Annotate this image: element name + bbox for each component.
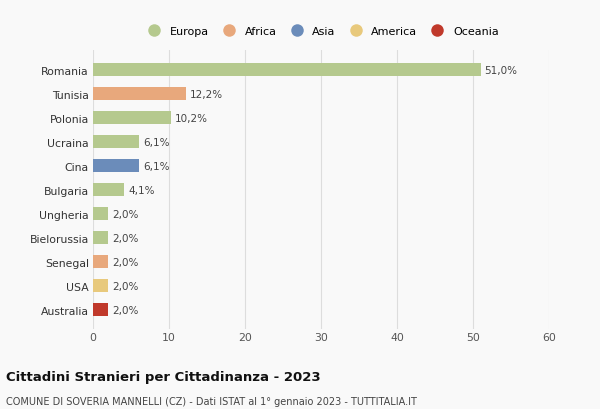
Text: 10,2%: 10,2% — [175, 113, 208, 123]
Text: 2,0%: 2,0% — [112, 233, 139, 243]
Bar — [93, 160, 139, 173]
Bar — [93, 112, 170, 125]
Text: 51,0%: 51,0% — [484, 65, 517, 75]
Text: 2,0%: 2,0% — [112, 257, 139, 267]
Bar — [93, 303, 108, 317]
Bar — [93, 184, 124, 197]
Text: 4,1%: 4,1% — [128, 185, 154, 195]
Text: COMUNE DI SOVERIA MANNELLI (CZ) - Dati ISTAT al 1° gennaio 2023 - TUTTITALIA.IT: COMUNE DI SOVERIA MANNELLI (CZ) - Dati I… — [6, 396, 417, 406]
Text: 6,1%: 6,1% — [143, 137, 170, 147]
Text: 2,0%: 2,0% — [112, 305, 139, 315]
Bar — [93, 64, 481, 77]
Text: Cittadini Stranieri per Cittadinanza - 2023: Cittadini Stranieri per Cittadinanza - 2… — [6, 370, 320, 383]
Bar — [93, 279, 108, 292]
Text: 12,2%: 12,2% — [190, 89, 223, 99]
Legend: Europa, Africa, Asia, America, Oceania: Europa, Africa, Asia, America, Oceania — [141, 25, 501, 39]
Text: 2,0%: 2,0% — [112, 281, 139, 291]
Text: 2,0%: 2,0% — [112, 209, 139, 219]
Bar — [93, 256, 108, 269]
Bar — [93, 136, 139, 149]
Bar — [93, 207, 108, 221]
Bar — [93, 231, 108, 245]
Text: 6,1%: 6,1% — [143, 161, 170, 171]
Bar — [93, 88, 186, 101]
